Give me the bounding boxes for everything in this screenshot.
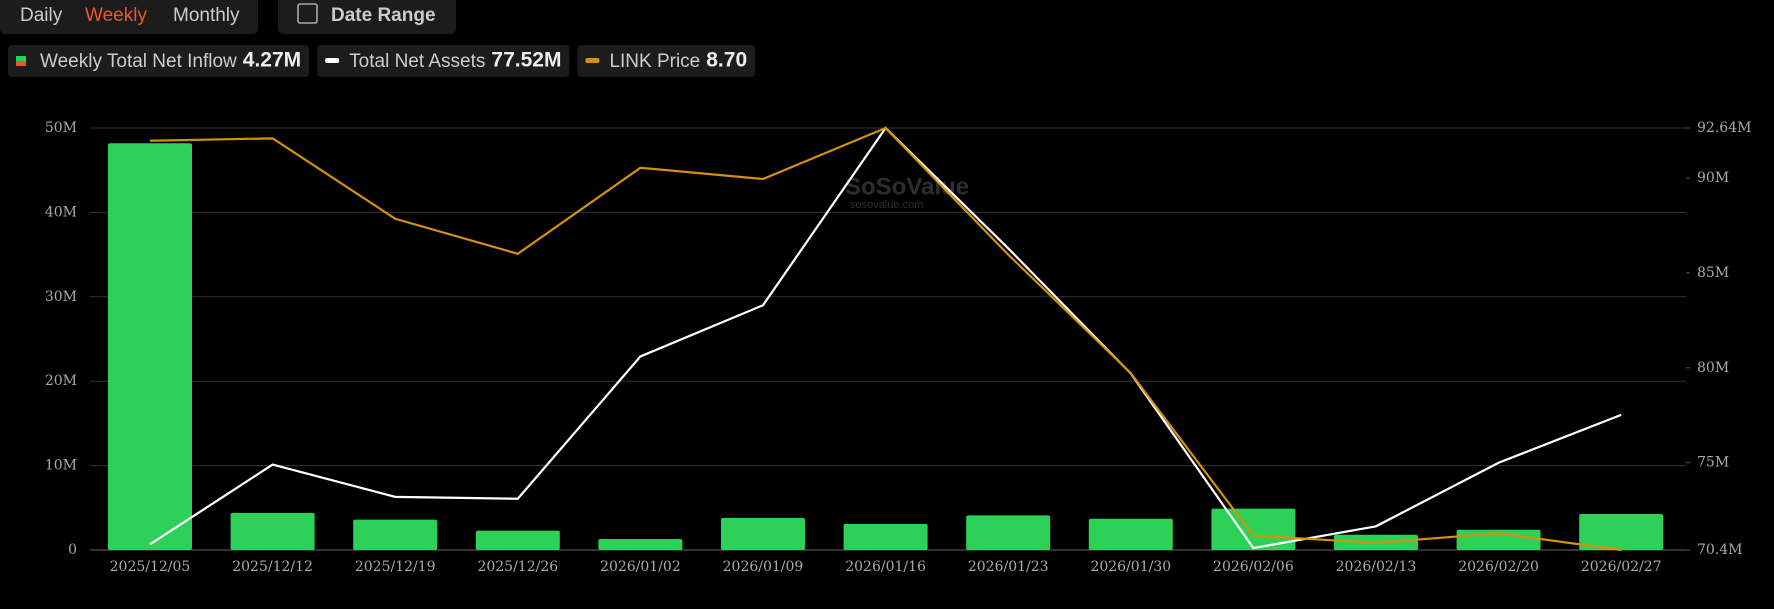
x-tick-label: 2025/12/26 <box>477 559 558 575</box>
tab[interactable]: Monthly <box>173 5 240 26</box>
button-label[interactable]: Date Range <box>331 5 436 26</box>
y-tick-label: 50M <box>45 120 77 136</box>
y2-tick-label: 70.4M <box>1697 542 1743 558</box>
x-tick-label: 2026/02/20 <box>1458 559 1539 575</box>
x-tick-label: 2025/12/19 <box>355 559 436 575</box>
tab-active[interactable]: Weekly <box>85 5 147 26</box>
watermark-site: sosovalue.com <box>850 199 923 211</box>
bar <box>966 515 1051 550</box>
bar <box>353 519 438 550</box>
bar <box>1088 518 1173 550</box>
legend-swatch <box>16 56 26 61</box>
legend: Weekly Total Net Inflow 4.27M Total Net As… <box>8 45 756 77</box>
x-tick-label: 2025/12/05 <box>110 559 191 575</box>
watermark-brand: SoSoValue <box>845 173 969 200</box>
legend-bg <box>317 45 570 77</box>
legend-swatch <box>325 58 340 63</box>
y2-tick-label: 90M <box>1697 170 1729 186</box>
y2-tick-label: 80M <box>1697 360 1729 376</box>
legend-label: Weekly Total Net Inflow <box>40 51 237 72</box>
x-tick-label: 2026/01/30 <box>1090 559 1171 575</box>
legend-label: LINK Price <box>609 51 700 72</box>
bar <box>598 539 683 550</box>
bar <box>475 530 560 550</box>
y2-tick-label: 85M <box>1697 265 1729 281</box>
bar <box>230 512 315 550</box>
x-tick-label: 2026/02/13 <box>1336 559 1417 575</box>
legend-item: Total Net Assets 77.52M <box>317 45 570 77</box>
y-tick-label: 10M <box>45 458 77 474</box>
y-tick-label: 0 <box>68 542 77 558</box>
legend-item: Weekly Total Net Inflow 4.27M <box>8 45 310 77</box>
bar <box>1579 513 1664 550</box>
x-tick-label: 2026/02/06 <box>1213 559 1294 575</box>
x-tick-label: 2026/01/09 <box>723 559 804 575</box>
plot: 0 10M 20M 30M 40M 50M 70.4M 75M 80M 85M 90M 92.64M 2… <box>45 120 1752 575</box>
legend-value: 77.52M <box>491 49 561 72</box>
legend-value: 4.27M <box>243 49 301 72</box>
x-tick-label: 2025/12/12 <box>232 559 313 575</box>
date-range-button[interactable]: Date Range <box>278 0 456 34</box>
tab-group <box>0 0 258 34</box>
y-tick-label: 30M <box>45 289 77 305</box>
legend-swatch <box>16 61 26 66</box>
x-tick-label: 2026/01/16 <box>845 559 926 575</box>
legend-bg <box>577 45 756 77</box>
calendar-icon <box>297 3 318 24</box>
y2-tick-label: 92.64M <box>1697 120 1751 136</box>
bar <box>108 143 192 550</box>
y-tick-label: 20M <box>45 373 77 389</box>
x-tick-label: 2026/02/27 <box>1581 559 1662 575</box>
button-bg <box>278 0 456 34</box>
x-tick-label: 2026/01/02 <box>600 559 681 575</box>
y2-tick-label: 75M <box>1697 455 1729 471</box>
legend-swatch <box>585 58 600 63</box>
line <box>149 126 1622 552</box>
y-tick-label: 40M <box>45 204 77 220</box>
tab[interactable]: Daily <box>20 5 63 26</box>
bar <box>843 523 928 550</box>
legend-item: LINK Price 8.70 <box>577 45 756 77</box>
legend-label: Total Net Assets <box>349 51 485 72</box>
x-tick-label: 2026/01/23 <box>968 559 1049 575</box>
legend-value: 8.70 <box>706 49 747 72</box>
watermark: SoSoValue sosovalue.com <box>845 173 969 211</box>
bar <box>721 517 805 550</box>
legend-bg <box>8 45 310 77</box>
